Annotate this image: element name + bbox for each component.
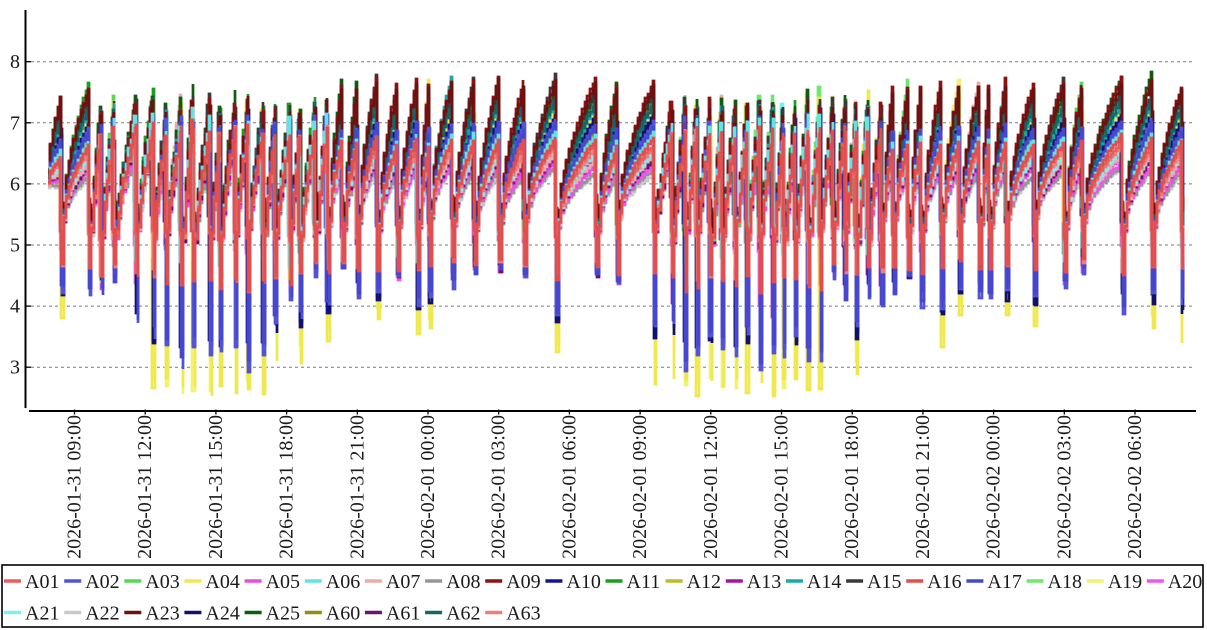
svg-text:A06: A06 — [326, 571, 360, 593]
svg-text:A21: A21 — [25, 603, 59, 625]
svg-text:5: 5 — [10, 235, 20, 257]
svg-text:4: 4 — [10, 296, 20, 318]
svg-text:A01: A01 — [25, 571, 59, 593]
svg-text:A23: A23 — [145, 603, 179, 625]
svg-text:2026-01-31 18:00: 2026-01-31 18:00 — [276, 415, 298, 559]
svg-text:A05: A05 — [266, 571, 300, 593]
svg-text:A03: A03 — [145, 571, 179, 593]
svg-text:A61: A61 — [386, 603, 420, 625]
svg-text:A60: A60 — [326, 603, 360, 625]
svg-text:A07: A07 — [386, 571, 420, 593]
svg-text:A15: A15 — [867, 571, 901, 593]
svg-text:3: 3 — [10, 357, 20, 379]
svg-text:A08: A08 — [446, 571, 480, 593]
svg-text:A04: A04 — [205, 571, 239, 593]
svg-text:2026-01-31 21:00: 2026-01-31 21:00 — [346, 415, 368, 559]
svg-text:2026-02-01 15:00: 2026-02-01 15:00 — [771, 415, 793, 559]
svg-text:2026-02-01 03:00: 2026-02-01 03:00 — [488, 415, 510, 559]
svg-text:2026-01-31 15:00: 2026-01-31 15:00 — [205, 415, 227, 559]
svg-text:A16: A16 — [927, 571, 961, 593]
svg-text:2026-02-02 00:00: 2026-02-02 00:00 — [983, 415, 1005, 559]
svg-text:A02: A02 — [85, 571, 119, 593]
svg-text:A09: A09 — [506, 571, 540, 593]
svg-text:A10: A10 — [566, 571, 600, 593]
svg-text:2026-01-31 09:00: 2026-01-31 09:00 — [64, 415, 86, 559]
svg-text:8: 8 — [10, 51, 20, 73]
svg-text:A14: A14 — [807, 571, 841, 593]
svg-text:A62: A62 — [446, 603, 480, 625]
svg-text:2026-02-01 00:00: 2026-02-01 00:00 — [417, 415, 439, 559]
svg-text:2026-02-01 09:00: 2026-02-01 09:00 — [629, 415, 651, 559]
svg-text:A13: A13 — [747, 571, 781, 593]
svg-text:2026-01-31 12:00: 2026-01-31 12:00 — [134, 415, 156, 559]
svg-text:A22: A22 — [85, 603, 119, 625]
svg-text:A12: A12 — [687, 571, 721, 593]
svg-text:A17: A17 — [987, 571, 1021, 593]
svg-text:2026-02-02 03:00: 2026-02-02 03:00 — [1053, 415, 1075, 559]
svg-text:2026-02-01 18:00: 2026-02-01 18:00 — [841, 415, 863, 559]
svg-text:A24: A24 — [205, 603, 239, 625]
svg-text:A18: A18 — [1048, 571, 1082, 593]
svg-text:A11: A11 — [627, 571, 661, 593]
svg-text:A63: A63 — [506, 603, 540, 625]
svg-text:A25: A25 — [266, 603, 300, 625]
svg-text:2026-02-01 12:00: 2026-02-01 12:00 — [700, 415, 722, 559]
svg-text:2026-02-01 21:00: 2026-02-01 21:00 — [912, 415, 934, 559]
svg-text:6: 6 — [10, 173, 20, 195]
svg-text:7: 7 — [10, 112, 20, 134]
svg-text:A19: A19 — [1108, 571, 1142, 593]
svg-text:2026-02-01 06:00: 2026-02-01 06:00 — [558, 415, 580, 559]
svg-text:2026-02-02 06:00: 2026-02-02 06:00 — [1124, 415, 1146, 559]
svg-text:A20: A20 — [1168, 571, 1202, 593]
